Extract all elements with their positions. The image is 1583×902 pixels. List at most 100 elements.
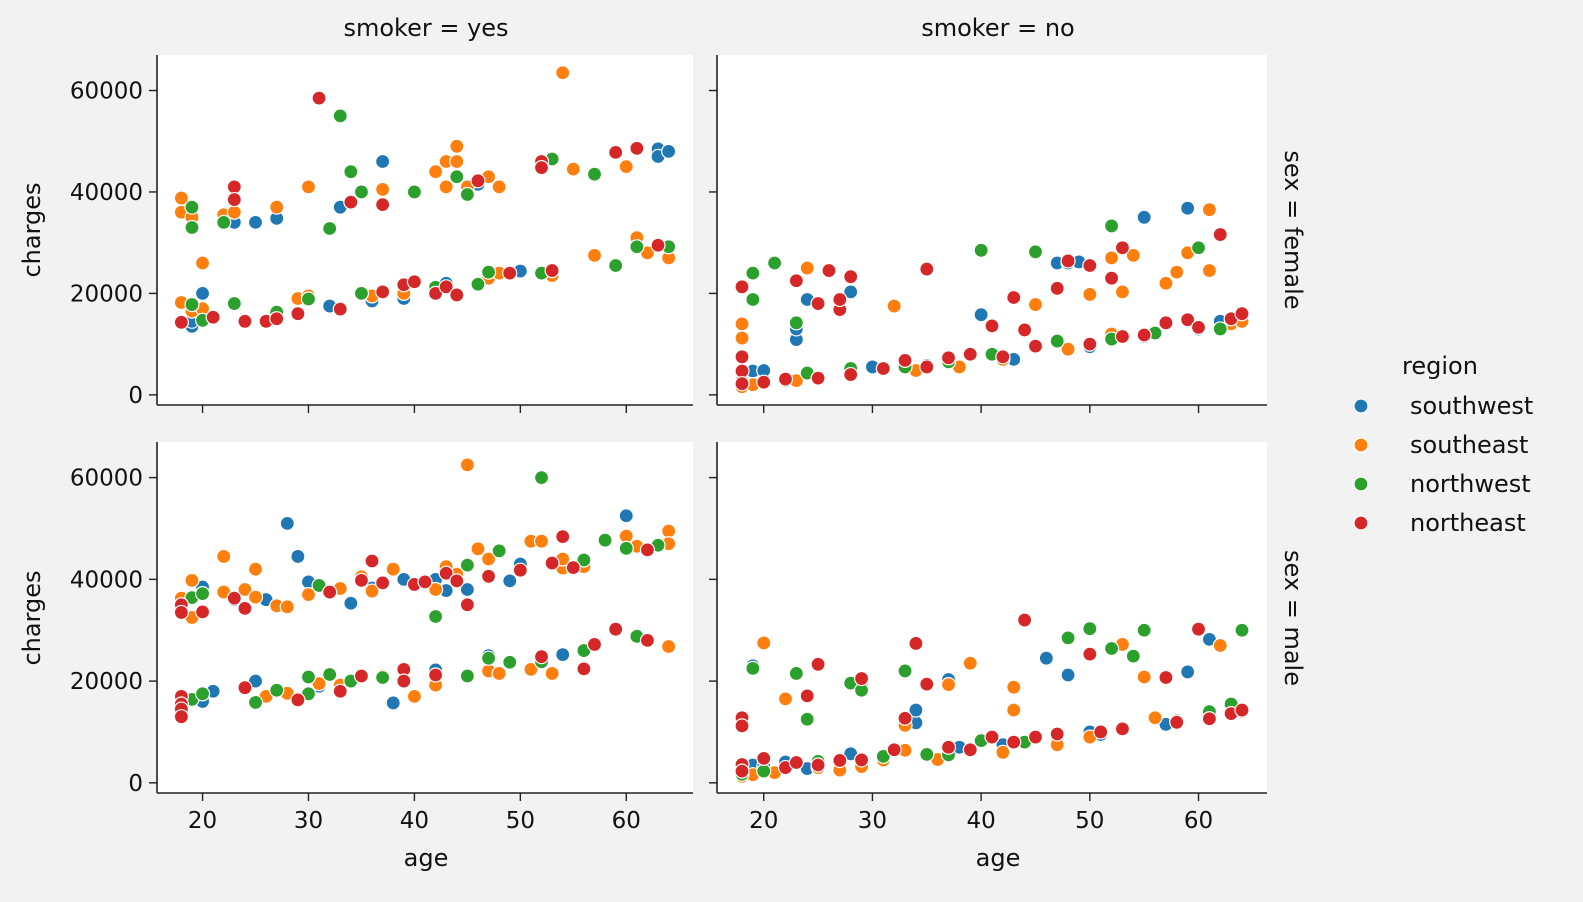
panel-background (157, 55, 693, 405)
point-northwest (973, 242, 989, 258)
point-northeast (832, 291, 848, 308)
point-southwest (843, 284, 859, 300)
point-northwest (576, 552, 592, 568)
x-tick-label: 30 (858, 808, 887, 834)
point-southeast (216, 548, 232, 565)
legend-label-northeast: northeast (1410, 509, 1526, 537)
point-northeast (533, 160, 550, 176)
point-northeast (734, 279, 750, 295)
point-northwest (586, 166, 603, 182)
point-northeast (1027, 729, 1044, 745)
point-northwest (608, 257, 624, 274)
point-southeast (1201, 262, 1217, 279)
legend-marker-northeast (1353, 515, 1369, 531)
point-northwest (756, 763, 772, 779)
point-southeast (427, 164, 444, 180)
point-northeast (290, 692, 306, 708)
point-northwest (300, 669, 317, 685)
point-northwest (799, 711, 815, 727)
point-northeast (322, 584, 338, 600)
legend-title: region (1402, 352, 1478, 380)
x-tick-label: 60 (1184, 808, 1213, 834)
point-northwest (353, 184, 370, 200)
point-northeast (734, 349, 750, 365)
point-northwest (502, 654, 518, 670)
point-southeast (962, 655, 978, 671)
point-northeast (629, 140, 645, 156)
legend-label-southeast: southeast (1410, 431, 1528, 459)
point-northwest (459, 668, 475, 684)
point-southwest (1060, 667, 1076, 683)
point-southwest (618, 508, 634, 524)
point-northeast (375, 284, 391, 300)
panel-r0-c0: 0 20000 40000 60000 (70, 55, 693, 413)
point-northwest (184, 219, 200, 236)
point-northeast (843, 269, 859, 285)
point-northeast (544, 262, 560, 279)
point-northeast (875, 360, 891, 377)
point-northeast (1006, 289, 1022, 306)
legend-marker-southeast (1353, 437, 1369, 453)
point-northeast (438, 565, 454, 581)
column-title-smoker-no: smoker = no (921, 14, 1075, 42)
panels-layer: 0 20000 40000 60000 0 20000 40000 60000 20 30 40 50… (70, 55, 1267, 834)
point-southeast (1169, 264, 1185, 280)
point-southeast (1114, 284, 1131, 300)
point-northeast (459, 597, 475, 613)
point-northeast (353, 572, 370, 588)
point-northeast (205, 309, 221, 325)
point-southwest (1038, 650, 1054, 666)
point-southeast (385, 561, 401, 577)
point-southeast (269, 199, 285, 215)
point-southeast (459, 457, 475, 473)
point-southeast (279, 599, 295, 615)
point-northeast (756, 374, 772, 390)
point-northeast (799, 688, 815, 704)
point-northeast (290, 306, 306, 322)
point-northwest (480, 650, 497, 666)
point-northeast (1027, 338, 1044, 354)
point-northeast (1093, 724, 1109, 740)
point-northwest (618, 540, 634, 556)
point-northwest (1082, 621, 1098, 637)
point-northeast (897, 710, 913, 726)
panel-background (157, 442, 693, 793)
x-tick-label: 40 (966, 808, 995, 834)
point-northeast (173, 604, 189, 621)
x-tick-label: 60 (612, 808, 641, 834)
point-southeast (523, 661, 539, 677)
point-southeast (1136, 669, 1152, 685)
point-northeast (586, 636, 603, 653)
point-northwest (226, 295, 242, 312)
point-northeast (173, 709, 189, 725)
point-southeast (480, 551, 497, 567)
point-northwest (449, 169, 465, 185)
point-northwest (194, 585, 211, 602)
point-northeast (821, 262, 837, 279)
point-northeast (608, 621, 624, 637)
point-northeast (1114, 721, 1131, 737)
point-northwest (375, 669, 391, 686)
point-southeast (449, 153, 465, 170)
point-northwest (1060, 630, 1076, 646)
y-tick-label: 60000 (70, 79, 143, 105)
point-northwest (300, 291, 317, 307)
point-northeast (449, 287, 465, 303)
point-northeast (1049, 280, 1065, 296)
point-northeast (375, 575, 391, 591)
point-northeast (1201, 711, 1217, 727)
point-northeast (995, 349, 1011, 365)
point-northeast (406, 274, 423, 290)
point-southeast (1027, 296, 1044, 313)
point-northwest (629, 239, 645, 255)
point-southeast (533, 533, 550, 549)
point-northwest (1212, 321, 1228, 337)
point-northwest (343, 164, 359, 180)
point-northeast (756, 750, 772, 767)
point-southeast (1158, 275, 1174, 291)
point-northwest (184, 296, 200, 313)
point-northeast (788, 273, 804, 289)
point-northeast (226, 590, 242, 606)
point-southwest (375, 153, 391, 170)
point-northeast (639, 542, 656, 558)
